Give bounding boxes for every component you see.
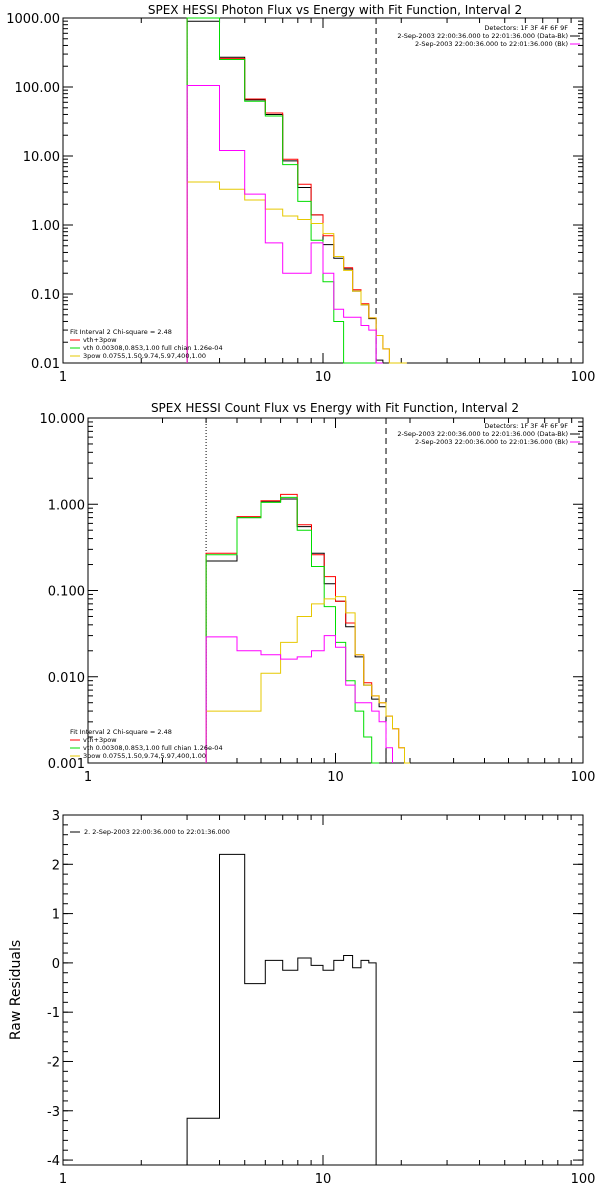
residuals-series (186, 853, 377, 1165)
count-flux-axes: 1 10 100 0.001 0.010 0.100 1.000 10.000 (40, 412, 596, 785)
residuals-y-tick-label: 1 (52, 908, 60, 923)
residuals-y-tick-label: 0 (52, 957, 60, 972)
residuals-y-tick-label: -2 (47, 1055, 60, 1070)
photon-flux-series-vth (186, 17, 383, 364)
photon-flux-legend-vth3pow: vth+3pow (83, 336, 117, 344)
residuals-ylabel: Raw Residuals (8, 940, 24, 1040)
photon-flux-y-tick-label: 1.00 (31, 219, 60, 234)
photon-flux-y-tick-label: 1000.00 (6, 12, 60, 27)
photon-flux-series-3pow (186, 181, 407, 364)
residuals-y-tick-label: -3 (47, 1105, 60, 1120)
photon-flux-y-tick-label: 100.00 (15, 81, 61, 96)
count-flux-y-tick-label: 0.010 (48, 671, 85, 686)
count-flux-x-tick-label: 10 (327, 770, 344, 785)
count-flux-legend-3pow: 3pow 0.0755,1.50,9.74,5.97,400,1.00 (83, 752, 206, 760)
photon-flux-title: SPEX HESSI Photon Flux vs Energy with Fi… (148, 3, 522, 17)
photon-flux-legend-top-right: Detectors: 1F 3F 4F 6F 9F 2-Sep-2003 22:… (397, 24, 580, 48)
residuals-x-tick-label: 1 (59, 1172, 67, 1187)
residuals-y-tick-label: 2 (52, 858, 60, 873)
photon-flux-x-tick-label: 1 (59, 370, 67, 385)
count-flux-y-tick-label: 1.000 (48, 498, 85, 513)
count-flux-legend-vth: vth 0.00308,0.853,1.00 full chian 1.26e-… (83, 744, 223, 752)
photon-flux-y-tick-label: 0.10 (31, 288, 60, 303)
photon-flux-y-tick-label: 10.00 (23, 150, 60, 165)
photon-flux-legend-bk: 2-Sep-2003 22:00:36.000 to 22:01:36.000 … (415, 40, 568, 48)
count-flux-legend-top-right: Detectors: 1F 3F 4F 6F 9F 2-Sep-2003 22:… (397, 422, 580, 446)
residuals-y-tick-label: 3 (52, 809, 60, 824)
count-flux-legend-bottom-left: Fit Interval 2 Chi-square = 2.48 vth+3po… (70, 728, 223, 760)
count-flux-legend-vth3pow: vth+3pow (83, 736, 117, 744)
photon-flux-legend-data-bk: 2-Sep-2003 22:00:36.000 to 22:01:36.000 … (397, 32, 568, 40)
count-flux-x-tick-label: 1 (84, 770, 92, 785)
residuals-y-tick-label: -1 (47, 1006, 60, 1021)
count-flux-series-vth (205, 496, 380, 764)
photon-flux-series (186, 17, 407, 364)
photon-flux-y-tick-label: 0.01 (31, 357, 60, 372)
count-flux-series-bk (205, 635, 393, 763)
photon-flux-panel: SPEX HESSI Photon Flux vs Energy with Fi… (6, 3, 595, 385)
photon-flux-series-bk (186, 85, 383, 364)
count-flux-fit-header: Fit Interval 2 Chi-square = 2.48 (70, 728, 172, 736)
count-flux-detectors: Detectors: 1F 3F 4F 6F 9F (484, 422, 568, 430)
count-flux-title: SPEX HESSI Count Flux vs Energy with Fit… (151, 401, 519, 415)
count-flux-y-tick-label: 10.000 (40, 412, 86, 427)
count-flux-legend-bk: 2-Sep-2003 22:00:36.000 to 22:01:36.000 … (415, 438, 568, 446)
residuals-y-tick-label: -4 (47, 1154, 60, 1169)
count-flux-y-tick-label: 0.001 (48, 757, 85, 772)
photon-flux-x-tick-label: 10 (315, 370, 332, 385)
count-flux-x-tick-label: 100 (571, 770, 596, 785)
count-flux-series (205, 418, 410, 764)
residuals-panel: Raw Residuals 1 10 100 -4 -3 -2 -1 0 1 2 3 2. 2-Se… (8, 809, 595, 1187)
photon-flux-legend-3pow: 3pow 0.0755,1.50,9.74,5.97,400,1.00 (83, 352, 206, 360)
photon-flux-fit-header: Fit Interval 2 Chi-square = 2.48 (70, 328, 172, 336)
count-flux-legend-data-bk: 2-Sep-2003 22:00:36.000 to 22:01:36.000 … (397, 430, 568, 438)
count-flux-panel: SPEX HESSI Count Flux vs Energy with Fit… (40, 401, 596, 785)
photon-flux-x-tick-label: 100 (571, 370, 596, 385)
residuals-axes: 1 10 100 -4 -3 -2 -1 0 1 2 3 (47, 809, 595, 1187)
count-flux-y-tick-label: 0.100 (48, 585, 85, 600)
residuals-legend: 2. 2-Sep-2003 22:00:36.000 to 22:01:36.0… (70, 828, 230, 836)
photon-flux-axes: 1 10 100 0.01 0.10 1.00 10.00 100.00 1000.00 (6, 12, 595, 385)
photon-flux-legend-vth: vth 0.00308,0.853,1.00 full chian 1.26e-… (83, 344, 223, 352)
residuals-x-tick-label: 10 (315, 1172, 332, 1187)
photon-flux-legend-bottom-left: Fit Interval 2 Chi-square = 2.48 vth+3po… (70, 328, 223, 360)
residuals-x-tick-label: 100 (571, 1172, 596, 1187)
residuals-series-2 (186, 853, 377, 1165)
photon-flux-detectors: Detectors: 1F 3F 4F 6F 9F (484, 24, 568, 32)
residuals-legend-entry: 2. 2-Sep-2003 22:00:36.000 to 22:01:36.0… (84, 828, 230, 836)
